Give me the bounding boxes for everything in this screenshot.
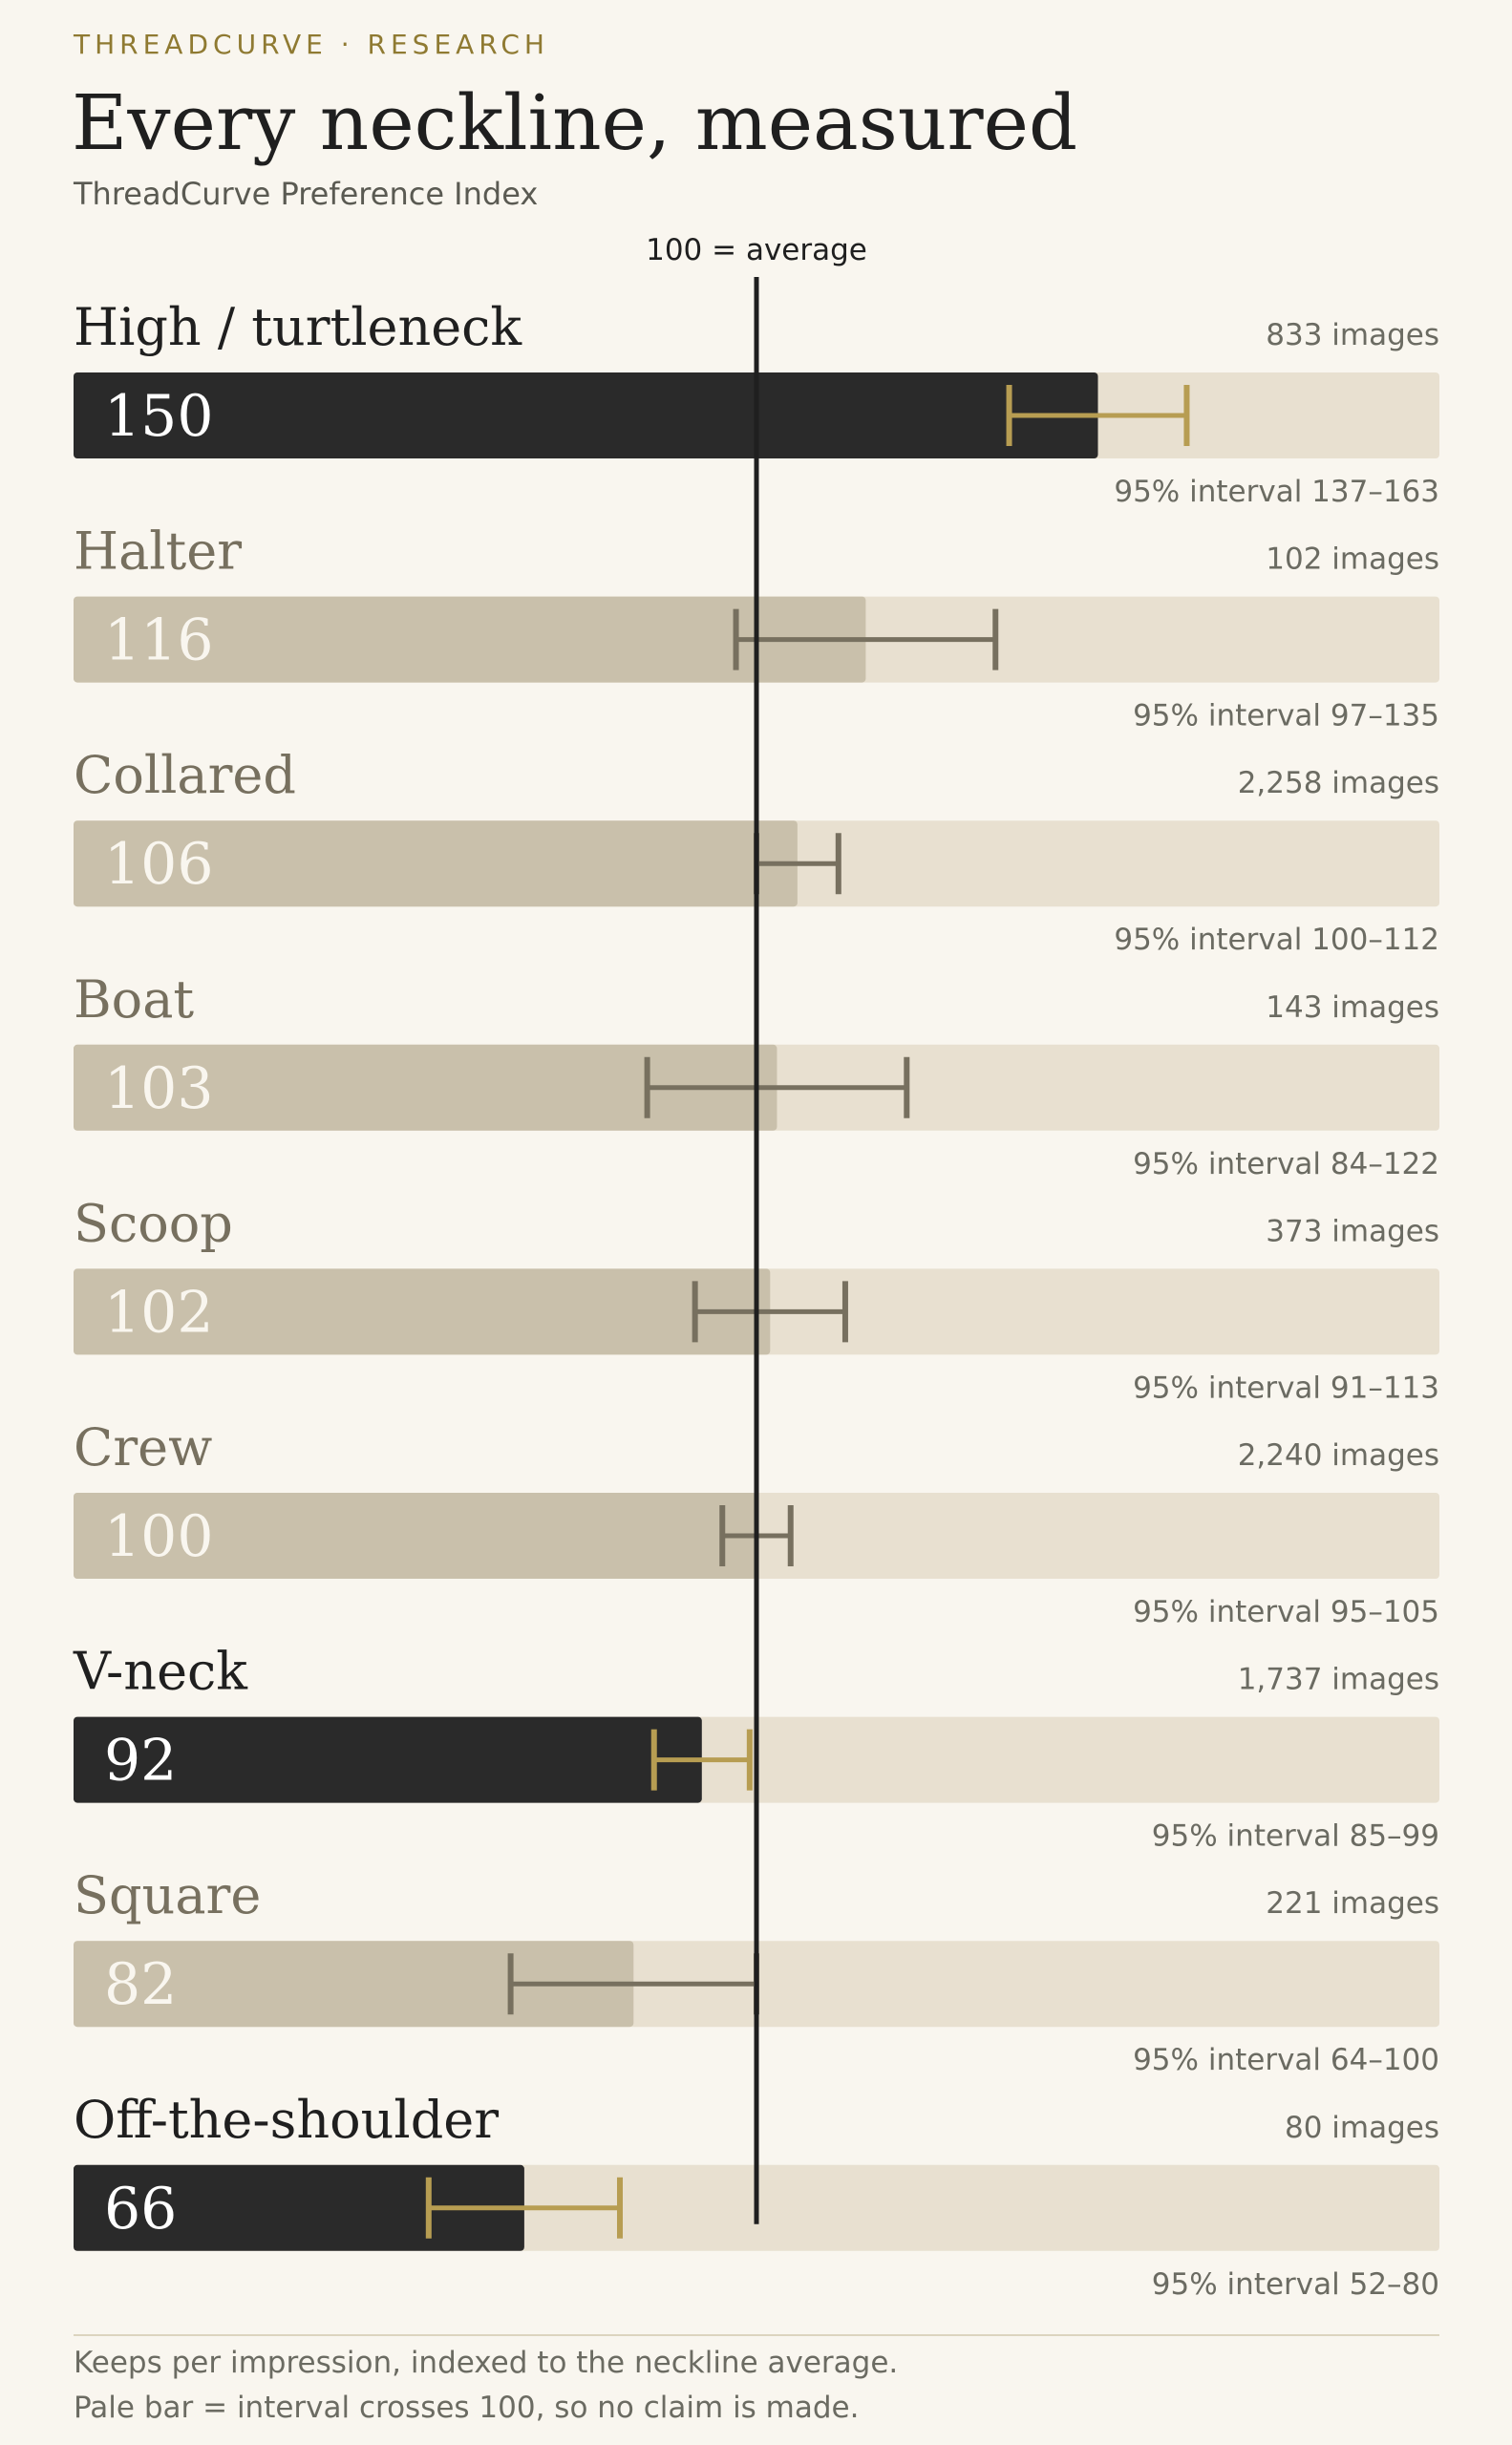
bar-value-label: 116 bbox=[104, 607, 214, 674]
footer-divider bbox=[74, 2334, 1439, 2336]
image-count-label: 2,258 images bbox=[1238, 766, 1439, 800]
bar bbox=[74, 820, 798, 907]
page-subtitle: ThreadCurve Preference Index bbox=[74, 176, 539, 212]
category-label: Square bbox=[74, 1865, 261, 1925]
bar-value-label: 150 bbox=[104, 383, 214, 450]
bar-value-label: 100 bbox=[104, 1503, 214, 1570]
bar bbox=[74, 1044, 777, 1131]
image-count-label: 1,737 images bbox=[1238, 1663, 1439, 1697]
bar-value-label: 102 bbox=[104, 1279, 214, 1346]
page-title: Every neckline, measured bbox=[72, 78, 1078, 167]
image-count-label: 2,240 images bbox=[1238, 1438, 1439, 1473]
footnote-legend: Pale bar = interval crosses 100, so no c… bbox=[74, 2391, 860, 2425]
bar bbox=[74, 1268, 771, 1355]
footnote-method: Keeps per impression, indexed to the nec… bbox=[74, 2346, 899, 2380]
bar-value-label: 92 bbox=[104, 1728, 177, 1795]
ci-range-label: 95% interval 85–99 bbox=[1152, 1819, 1439, 1854]
bar-value-label: 103 bbox=[104, 1055, 214, 1122]
image-count-label: 221 images bbox=[1266, 1886, 1439, 1921]
image-count-label: 102 images bbox=[1266, 542, 1439, 577]
category-label: Off-the-shoulder bbox=[74, 2090, 499, 2150]
image-count-label: 80 images bbox=[1285, 2111, 1439, 2145]
bar bbox=[74, 596, 866, 683]
eyebrow-label: THREADCURVE · RESEARCH bbox=[74, 29, 549, 60]
category-label: High / turtleneck bbox=[74, 297, 522, 357]
category-label: Collared bbox=[74, 745, 296, 805]
ci-range-label: 95% interval 137–163 bbox=[1114, 475, 1439, 509]
category-label: Boat bbox=[74, 969, 194, 1030]
neckline-index-chart: 100 = average High / turtleneck 833 images… bbox=[73, 233, 1439, 2302]
ci-range-label: 95% interval 91–113 bbox=[1133, 1371, 1439, 1405]
bar bbox=[74, 1493, 756, 1579]
category-label: V-neck bbox=[73, 1642, 248, 1702]
bar bbox=[74, 372, 1098, 458]
category-label: Halter bbox=[74, 521, 242, 582]
image-count-label: 833 images bbox=[1266, 318, 1439, 352]
bar-value-label: 66 bbox=[104, 2176, 177, 2243]
bar-value-label: 106 bbox=[104, 831, 214, 898]
category-label: Crew bbox=[74, 1417, 212, 1478]
reference-line-label: 100 = average bbox=[646, 233, 867, 267]
ci-range-label: 95% interval 95–105 bbox=[1133, 1595, 1439, 1629]
bar bbox=[74, 1716, 702, 1803]
category-label: Scoop bbox=[74, 1193, 233, 1253]
ci-range-label: 95% interval 84–122 bbox=[1133, 1147, 1439, 1181]
image-count-label: 373 images bbox=[1266, 1214, 1439, 1248]
ci-range-label: 95% interval 64–100 bbox=[1133, 2043, 1439, 2077]
bar bbox=[74, 2164, 524, 2251]
ci-range-label: 95% interval 97–135 bbox=[1133, 699, 1439, 734]
ci-range-label: 95% interval 52–80 bbox=[1152, 2267, 1439, 2302]
image-count-label: 143 images bbox=[1266, 990, 1439, 1025]
bar-value-label: 82 bbox=[104, 1951, 177, 2018]
bar bbox=[74, 1941, 634, 2028]
ci-range-label: 95% interval 100–112 bbox=[1114, 923, 1439, 957]
